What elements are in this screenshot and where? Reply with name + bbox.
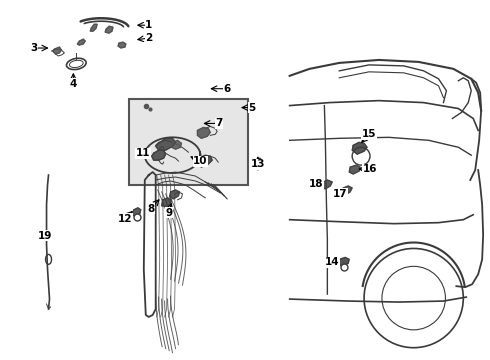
Text: 13: 13 — [251, 159, 265, 169]
Text: 18: 18 — [309, 179, 324, 189]
Polygon shape — [338, 257, 349, 266]
Polygon shape — [132, 208, 141, 217]
Polygon shape — [152, 150, 166, 160]
Text: 15: 15 — [362, 129, 376, 139]
Text: 6: 6 — [223, 84, 231, 94]
Polygon shape — [197, 155, 212, 167]
Polygon shape — [162, 198, 172, 207]
Polygon shape — [320, 180, 332, 189]
Polygon shape — [156, 138, 175, 150]
Text: 1: 1 — [145, 20, 152, 30]
Polygon shape — [105, 26, 113, 33]
Text: 3: 3 — [30, 43, 37, 53]
Text: 2: 2 — [145, 33, 152, 43]
Polygon shape — [342, 186, 352, 195]
Polygon shape — [197, 127, 210, 138]
Polygon shape — [52, 47, 61, 54]
Polygon shape — [118, 42, 126, 48]
Text: 7: 7 — [216, 118, 223, 129]
Text: 19: 19 — [37, 230, 52, 240]
Text: 5: 5 — [248, 103, 256, 113]
Polygon shape — [172, 140, 181, 149]
Polygon shape — [254, 158, 263, 167]
Text: 16: 16 — [363, 164, 377, 174]
Text: 9: 9 — [165, 208, 172, 218]
Text: 4: 4 — [70, 79, 77, 89]
Polygon shape — [170, 190, 179, 199]
Text: 10: 10 — [193, 156, 208, 166]
Polygon shape — [77, 39, 85, 45]
Text: 14: 14 — [325, 257, 340, 267]
Polygon shape — [349, 165, 360, 174]
Polygon shape — [90, 24, 97, 31]
FancyBboxPatch shape — [129, 99, 248, 185]
Text: 11: 11 — [136, 148, 150, 158]
Polygon shape — [352, 142, 367, 154]
Text: 12: 12 — [118, 214, 132, 224]
Text: 17: 17 — [333, 189, 347, 199]
Text: 8: 8 — [147, 204, 154, 214]
